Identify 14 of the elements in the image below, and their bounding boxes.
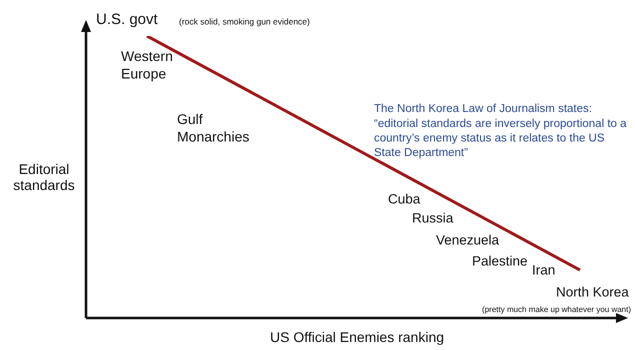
text: (rock solid, smoking gun evidence) <box>179 16 310 26</box>
annotation: Western Europe <box>121 48 173 82</box>
annotation: North Korea <box>556 284 630 300</box>
annotation: Russia <box>412 210 454 226</box>
x-axis-title: US Official Enemies ranking <box>270 328 444 345</box>
annotation: Gulf Monarchies <box>177 110 250 145</box>
annotation: Palestine <box>472 254 528 269</box>
annotation: The North Korea Law of Journalism states: “editorial standards are inversely proportional to a country’s enemy status as it relates to the US State Department” <box>374 103 628 159</box>
text: U.S. govt <box>96 11 159 28</box>
annotation: Cuba <box>388 192 421 207</box>
annotation: Venezuela <box>436 232 500 248</box>
annotation: (pretty much make up whatever you want) <box>482 305 632 314</box>
annotation: Iran <box>532 262 556 278</box>
y-axis-title: Editorial standards <box>13 160 75 193</box>
